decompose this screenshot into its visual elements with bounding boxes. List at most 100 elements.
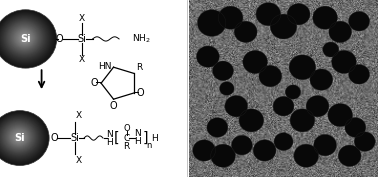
Circle shape: [351, 123, 360, 132]
Circle shape: [327, 46, 334, 53]
Circle shape: [232, 136, 251, 154]
Circle shape: [242, 28, 250, 36]
Circle shape: [289, 88, 297, 96]
Circle shape: [332, 24, 349, 40]
Circle shape: [278, 101, 289, 111]
Circle shape: [225, 13, 236, 23]
Circle shape: [294, 145, 318, 167]
Circle shape: [350, 66, 368, 83]
Circle shape: [282, 105, 285, 107]
Circle shape: [5, 124, 33, 150]
Circle shape: [242, 28, 249, 35]
Circle shape: [342, 61, 345, 63]
Circle shape: [355, 17, 363, 25]
Circle shape: [361, 138, 369, 145]
Circle shape: [263, 70, 277, 82]
Circle shape: [333, 108, 348, 122]
Circle shape: [276, 99, 291, 114]
Circle shape: [211, 22, 212, 24]
Circle shape: [320, 13, 330, 22]
Circle shape: [316, 137, 334, 153]
Circle shape: [356, 71, 363, 78]
Circle shape: [198, 144, 211, 156]
Circle shape: [235, 105, 237, 107]
Circle shape: [235, 22, 257, 42]
Circle shape: [328, 47, 333, 52]
Circle shape: [225, 87, 229, 90]
Circle shape: [344, 150, 356, 161]
Circle shape: [334, 26, 346, 37]
Circle shape: [358, 21, 360, 22]
Circle shape: [352, 14, 367, 28]
Circle shape: [0, 13, 52, 64]
Circle shape: [282, 25, 285, 28]
Circle shape: [315, 74, 328, 86]
Circle shape: [277, 136, 290, 148]
Circle shape: [297, 63, 307, 72]
Circle shape: [195, 142, 214, 159]
Circle shape: [358, 20, 361, 23]
Circle shape: [271, 15, 296, 38]
Circle shape: [319, 140, 331, 151]
Circle shape: [283, 106, 284, 107]
Circle shape: [337, 112, 344, 118]
Circle shape: [200, 147, 208, 154]
Circle shape: [222, 154, 225, 157]
Circle shape: [204, 53, 212, 61]
Circle shape: [261, 68, 279, 85]
Circle shape: [219, 152, 227, 159]
Circle shape: [215, 148, 231, 163]
Circle shape: [322, 143, 328, 148]
Circle shape: [336, 111, 345, 119]
Circle shape: [286, 85, 300, 99]
Circle shape: [278, 136, 289, 147]
Circle shape: [333, 25, 347, 38]
Circle shape: [280, 138, 287, 145]
Circle shape: [253, 60, 257, 64]
Circle shape: [217, 150, 229, 161]
Circle shape: [289, 5, 308, 23]
Circle shape: [345, 152, 354, 160]
Circle shape: [364, 140, 366, 143]
Circle shape: [242, 112, 261, 129]
Circle shape: [298, 14, 299, 15]
Circle shape: [317, 138, 333, 153]
Circle shape: [240, 144, 243, 147]
Circle shape: [232, 136, 252, 155]
Circle shape: [335, 53, 353, 71]
Circle shape: [310, 69, 333, 90]
Circle shape: [342, 149, 357, 163]
Circle shape: [324, 16, 327, 19]
Circle shape: [245, 31, 246, 33]
Circle shape: [311, 100, 324, 113]
Circle shape: [280, 104, 287, 109]
Circle shape: [219, 67, 227, 74]
Text: Si: Si: [78, 34, 87, 44]
Circle shape: [318, 11, 332, 25]
Circle shape: [225, 87, 228, 90]
Circle shape: [278, 101, 289, 112]
Circle shape: [217, 127, 218, 128]
Circle shape: [323, 42, 338, 57]
Circle shape: [321, 142, 329, 149]
Circle shape: [210, 121, 225, 134]
Circle shape: [201, 50, 215, 63]
Circle shape: [8, 22, 41, 53]
Circle shape: [274, 18, 293, 35]
Circle shape: [274, 18, 293, 35]
Circle shape: [315, 136, 335, 155]
Circle shape: [258, 144, 271, 156]
Circle shape: [302, 152, 311, 160]
Circle shape: [7, 21, 42, 54]
Circle shape: [299, 64, 306, 71]
Circle shape: [299, 117, 306, 124]
Circle shape: [288, 87, 298, 97]
Circle shape: [295, 145, 318, 166]
Circle shape: [263, 10, 273, 19]
Circle shape: [359, 136, 370, 147]
Text: N: N: [106, 130, 113, 139]
Circle shape: [294, 60, 310, 75]
Circle shape: [319, 78, 323, 81]
Circle shape: [255, 141, 274, 160]
Circle shape: [351, 14, 367, 29]
